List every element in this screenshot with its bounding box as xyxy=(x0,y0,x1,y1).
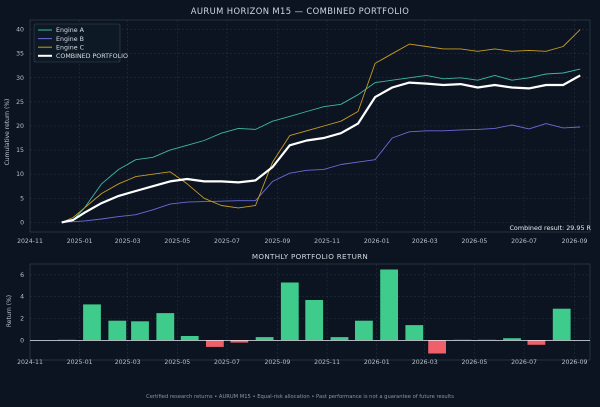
main-y-tick-label: 10 xyxy=(16,171,24,178)
series-line-engine-c xyxy=(61,29,581,223)
legend-entry: Engine A xyxy=(56,27,85,34)
bar-x-tick-label: 2025-07 xyxy=(214,359,240,366)
bar-x-tick-label: 2025-05 xyxy=(164,359,190,366)
main-x-tick-label: 2025-09 xyxy=(265,238,291,245)
main-y-axis-label: Cumulative return (%) xyxy=(4,99,11,166)
main-y-tick-label: 40 xyxy=(16,27,24,34)
monthly-return-bar xyxy=(255,337,274,341)
monthly-return-bar xyxy=(305,300,324,341)
combined-result-annotation: Combined result: 29.95 R xyxy=(509,224,591,232)
monthly-return-bar xyxy=(180,336,199,341)
bar-y-tick-label: 4 xyxy=(20,294,24,301)
main-y-tick-label: 20 xyxy=(16,123,24,130)
monthly-return-bar xyxy=(108,320,127,341)
main-x-tick-label: 2026-07 xyxy=(511,238,537,245)
main-x-tick-label: 2026-09 xyxy=(562,238,588,245)
monthly-return-bar xyxy=(527,340,546,345)
monthly-return-bar xyxy=(230,340,249,343)
main-y-tick-label: 5 xyxy=(20,195,24,202)
main-x-tick-label: 2026-03 xyxy=(412,238,438,245)
bar-y-tick-label: 6 xyxy=(20,272,24,279)
main-x-tick-label: 2025-11 xyxy=(314,238,340,245)
monthly-return-plot: 0 2 4 6 2024-11 2025-01 2025-03 2025-05 2025-07 2… xyxy=(17,263,591,366)
monthly-return-bar xyxy=(131,321,149,341)
monthly-return-bar xyxy=(280,282,299,341)
monthly-return-bar xyxy=(428,340,446,354)
monthly-return-bar xyxy=(83,304,101,341)
bar-x-tick-label: 2025-01 xyxy=(67,359,93,366)
monthly-return-bar xyxy=(552,308,571,341)
bar-x-tick-label: 2026-07 xyxy=(511,359,537,366)
cumulative-return-plot: 0 5 10 15 20 25 30 35 40 2024-11 2025-01 2025-03 202… xyxy=(16,19,591,245)
main-y-tick-label: 0 xyxy=(20,219,24,226)
bar-x-tick-label: 2025-03 xyxy=(115,359,141,366)
main-x-tick-label: 2025-07 xyxy=(214,238,240,245)
main-y-tick-label: 15 xyxy=(16,147,24,154)
bar-chart-title: MONTHLY PORTFOLIO RETURN xyxy=(252,252,368,261)
main-y-tick-label: 30 xyxy=(16,75,24,82)
legend-entry: Engine C xyxy=(56,44,85,51)
bar-x-tick-label: 2026-03 xyxy=(412,359,438,366)
bar-x-tick-label: 2025-09 xyxy=(265,359,291,366)
main-x-tick-label: 2026-05 xyxy=(461,238,487,245)
main-x-tick-label: 2026-01 xyxy=(364,238,390,245)
monthly-return-bar xyxy=(405,325,424,341)
legend-entry: COMBINED PORTFOLIO xyxy=(56,53,128,60)
footer-disclaimer: Certified research returns • AURUM M15 •… xyxy=(146,394,454,400)
bar-x-tick-label: 2026-01 xyxy=(364,359,390,366)
main-x-tick-label: 2025-03 xyxy=(115,238,141,245)
series-line-engine-b xyxy=(61,123,581,223)
main-x-tick-label: 2025-05 xyxy=(164,238,190,245)
monthly-return-bar xyxy=(206,340,224,347)
main-chart-title: AURUM HORIZON M15 — COMBINED PORTFOLIO xyxy=(191,6,410,16)
legend-entry: Engine B xyxy=(56,36,84,43)
bar-x-tick-label: 2026-09 xyxy=(562,359,588,366)
main-x-tick-label: 2025-01 xyxy=(67,238,93,245)
monthly-return-bar xyxy=(330,337,349,341)
monthly-return-bar xyxy=(503,338,521,341)
bar-x-tick-label: 2026-05 xyxy=(461,359,487,366)
bar-x-tick-label: 2024-11 xyxy=(17,359,43,366)
bar-y-axis-label: Return (%) xyxy=(6,295,13,327)
series-line-engine-a xyxy=(61,68,581,223)
legend-box xyxy=(33,23,121,63)
bar-y-tick-label: 0 xyxy=(20,337,24,344)
main-y-tick-label: 35 xyxy=(16,51,24,58)
monthly-return-bar xyxy=(355,320,373,341)
bar-x-tick-label: 2025-11 xyxy=(314,359,340,366)
monthly-return-bar xyxy=(380,269,398,341)
main-x-tick-label: 2024-11 xyxy=(17,238,43,245)
main-y-tick-label: 25 xyxy=(16,99,24,106)
monthly-return-bar xyxy=(156,313,175,341)
series-line-combined-portfolio xyxy=(61,74,581,224)
bar-y-tick-label: 2 xyxy=(20,316,24,323)
